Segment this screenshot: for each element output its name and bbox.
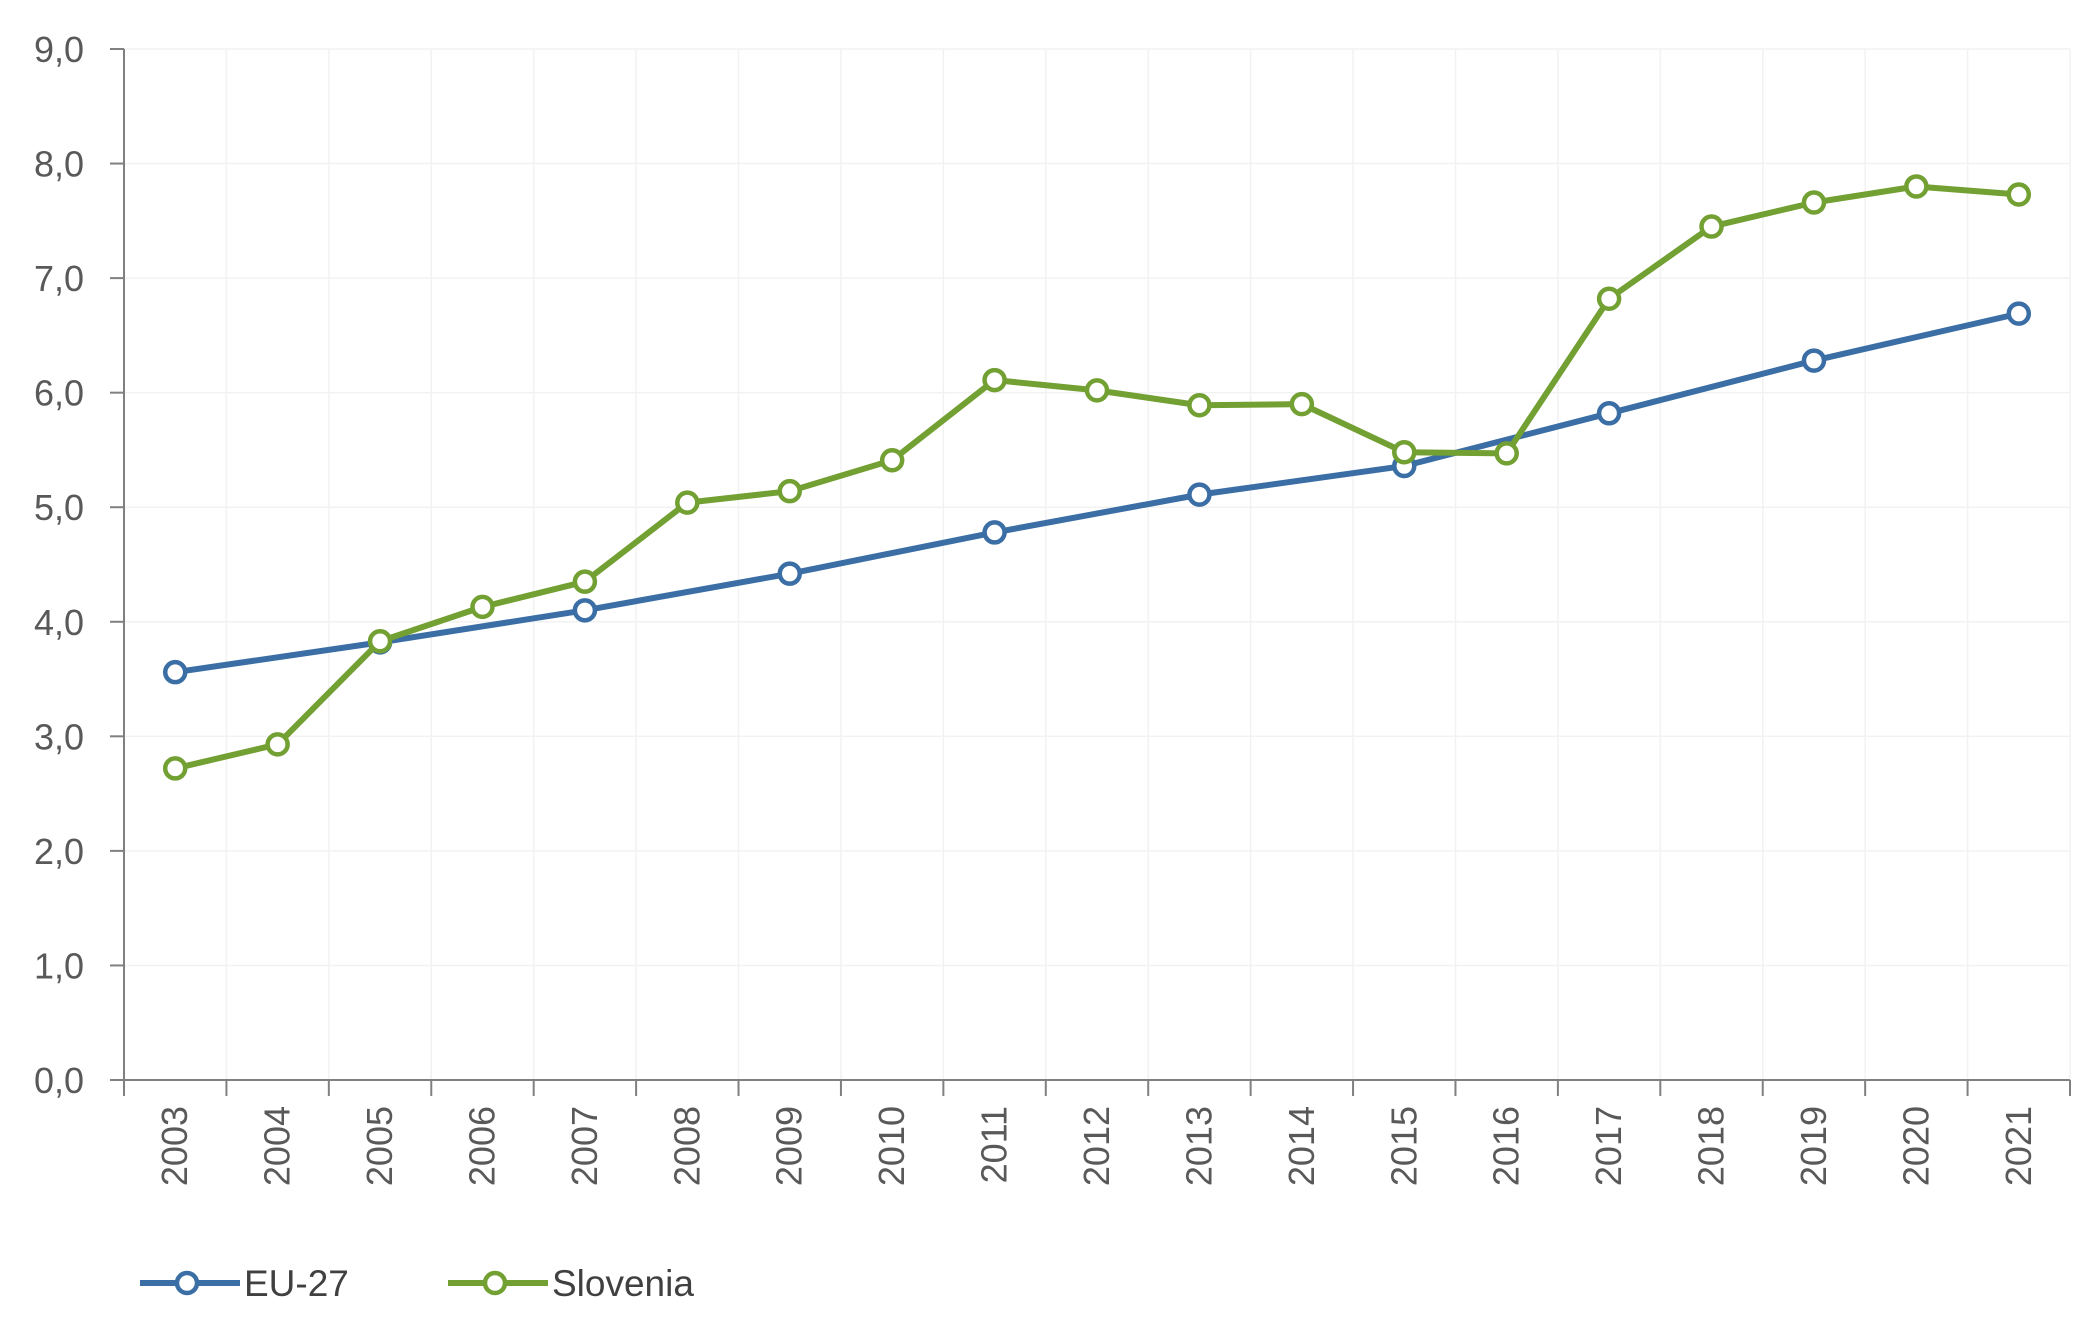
data-point-slovenia: [879, 448, 905, 473]
legend-label-eu-27: EU-27: [244, 1263, 349, 1304]
data-point-slovenia: [1392, 439, 1417, 465]
grid: [124, 48, 2071, 1080]
x-tick-label: 2017: [1588, 1106, 1629, 1186]
legend: EU-27 Slovenia: [140, 1263, 694, 1304]
y-axis-ticks: 0,0 1,0 2,0 3,0 4,0 5,0 6,0 7,0 8,0 9,0: [34, 29, 84, 1101]
y-tick-label: 9,0: [34, 29, 84, 70]
data-point-slovenia: [2006, 182, 2032, 207]
data-point-slovenia: [265, 732, 290, 757]
series-line-eu-27: [174, 310, 2020, 676]
legend-label-slovenia: Slovenia: [552, 1263, 694, 1304]
y-tick-label: 4,0: [34, 602, 84, 643]
y-tick-label: 1,0: [34, 945, 84, 986]
data-point-slovenia: [1289, 391, 1315, 417]
x-tick-label: 2011: [974, 1106, 1015, 1183]
axes: [110, 48, 2071, 1096]
data-point-slovenia: [1801, 190, 1827, 215]
x-tick-label: 2012: [1076, 1106, 1117, 1186]
legend-marker-eu-27: [174, 1270, 200, 1296]
data-point-eu-27: [2006, 301, 2032, 326]
x-tick-label: 2010: [871, 1106, 912, 1186]
x-tick-label: 2007: [564, 1106, 605, 1186]
x-tick-label: 2004: [257, 1106, 298, 1186]
x-tick-label: 2008: [666, 1106, 707, 1186]
y-tick-label: 8,0: [34, 144, 84, 185]
y-tick-label: 2,0: [34, 831, 84, 872]
x-tick-label: 2018: [1691, 1106, 1732, 1186]
data-point-slovenia: [777, 478, 802, 504]
y-tick-label: 7,0: [34, 258, 84, 299]
x-tick-label: 2006: [461, 1106, 502, 1186]
data-point-slovenia: [572, 569, 598, 594]
x-tick-label: 2020: [1895, 1106, 1936, 1186]
data-point-eu-27: [162, 659, 188, 685]
data-point-slovenia: [1187, 393, 1212, 418]
data-point-eu-27: [982, 520, 1007, 545]
x-tick-label: 2021: [1998, 1106, 2039, 1186]
legend-marker-slovenia: [482, 1270, 508, 1296]
data-point-slovenia: [982, 367, 1007, 393]
data-point-eu-27: [572, 598, 598, 623]
data-point-slovenia: [1904, 174, 1929, 199]
y-tick-label: 3,0: [34, 716, 84, 757]
data-point-eu-27: [777, 561, 802, 586]
data-point-eu-27: [1187, 482, 1212, 507]
data-point-slovenia: [1699, 214, 1724, 239]
data-point-slovenia: [470, 594, 495, 620]
x-axis-ticks: 2003 2004 2005 2006 2007 2008 2009 2010 2011 2012…: [154, 1106, 2039, 1186]
data-point-slovenia: [1494, 441, 1519, 466]
series-line-slovenia: [174, 183, 2020, 772]
data-point-slovenia: [367, 629, 393, 654]
x-tick-label: 2016: [1486, 1106, 1527, 1186]
data-point-slovenia: [1084, 378, 1110, 403]
x-tick-label: 2015: [1383, 1106, 1424, 1186]
x-tick-label: 2009: [769, 1106, 810, 1186]
data-point-slovenia: [1596, 286, 1622, 311]
y-tick-label: 5,0: [34, 487, 84, 528]
x-tick-label: 2019: [1793, 1106, 1834, 1186]
series-layer: [162, 174, 2032, 781]
x-tick-label: 2013: [1178, 1106, 1219, 1186]
data-point-slovenia: [675, 490, 700, 515]
x-tick-label: 2014: [1281, 1106, 1322, 1186]
x-tick-label: 2005: [359, 1106, 400, 1186]
y-tick-label: 6,0: [34, 373, 84, 414]
data-point-eu-27: [1596, 401, 1622, 426]
x-tick-label: 2003: [154, 1106, 195, 1186]
data-point-slovenia: [162, 756, 188, 781]
y-tick-label: 0,0: [34, 1060, 84, 1101]
data-point-eu-27: [1801, 348, 1827, 373]
